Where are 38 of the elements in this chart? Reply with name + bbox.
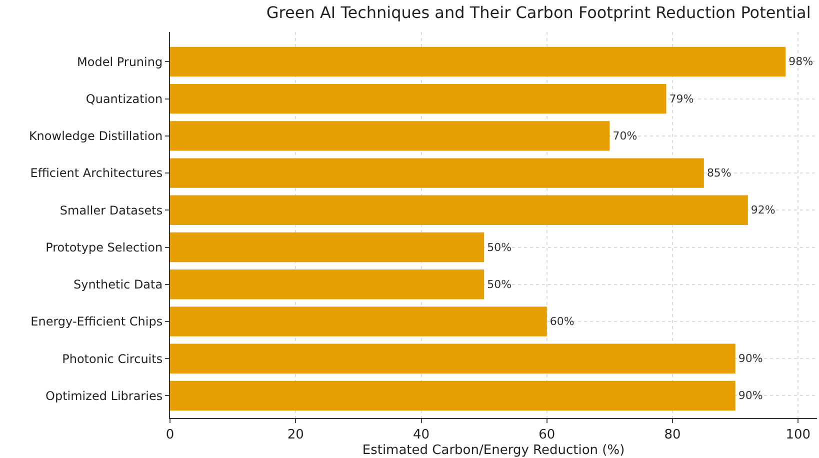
- y-tick-label: Quantization: [86, 92, 163, 106]
- y-tick-label: Optimized Libraries: [46, 388, 163, 403]
- data-label: 50%: [487, 240, 512, 254]
- y-tick-label: Smaller Datasets: [60, 203, 163, 218]
- bar: [170, 195, 748, 225]
- x-tick-label: 100: [786, 428, 811, 443]
- y-tick-label: Prototype Selection: [46, 240, 163, 254]
- chart-title: Green AI Techniques and Their Carbon Footprint Reduction Potential: [266, 3, 811, 22]
- x-tick-label: 40: [412, 428, 430, 443]
- x-tick-label: 80: [664, 428, 681, 443]
- y-tick-label: Synthetic Data: [73, 278, 163, 292]
- data-label: 60%: [550, 315, 574, 328]
- data-label: 50%: [487, 278, 512, 291]
- bar: [170, 270, 484, 300]
- bar: [170, 232, 484, 262]
- bar: [170, 344, 736, 374]
- y-tick-label: Knowledge Distillation: [28, 129, 163, 144]
- y-tick-label: Efficient Architectures: [30, 166, 163, 180]
- x-tick-label: 60: [538, 428, 556, 443]
- y-tick-label: Energy-Efficient Chips: [30, 314, 163, 329]
- bar: [170, 84, 666, 114]
- y-tick-label: Model Pruning: [77, 54, 163, 69]
- data-label: 85%: [706, 166, 732, 180]
- data-label: 79%: [669, 92, 694, 106]
- x-tick-label: 20: [287, 428, 304, 443]
- bar: [170, 306, 547, 336]
- data-label: 90%: [738, 352, 763, 366]
- data-label: 92%: [750, 204, 776, 217]
- bar: [170, 46, 786, 77]
- y-tick-label: Photonic Circuits: [62, 352, 163, 366]
- x-tick-label: 0: [166, 428, 174, 443]
- x-axis-title: Estimated Carbon/Energy Reduction (%): [362, 443, 625, 458]
- bar: [170, 380, 736, 411]
- bar: [170, 121, 610, 151]
- data-label: 90%: [738, 389, 763, 402]
- data-label: 98%: [788, 55, 814, 68]
- data-label: 70%: [612, 129, 638, 142]
- bar: [170, 158, 704, 188]
